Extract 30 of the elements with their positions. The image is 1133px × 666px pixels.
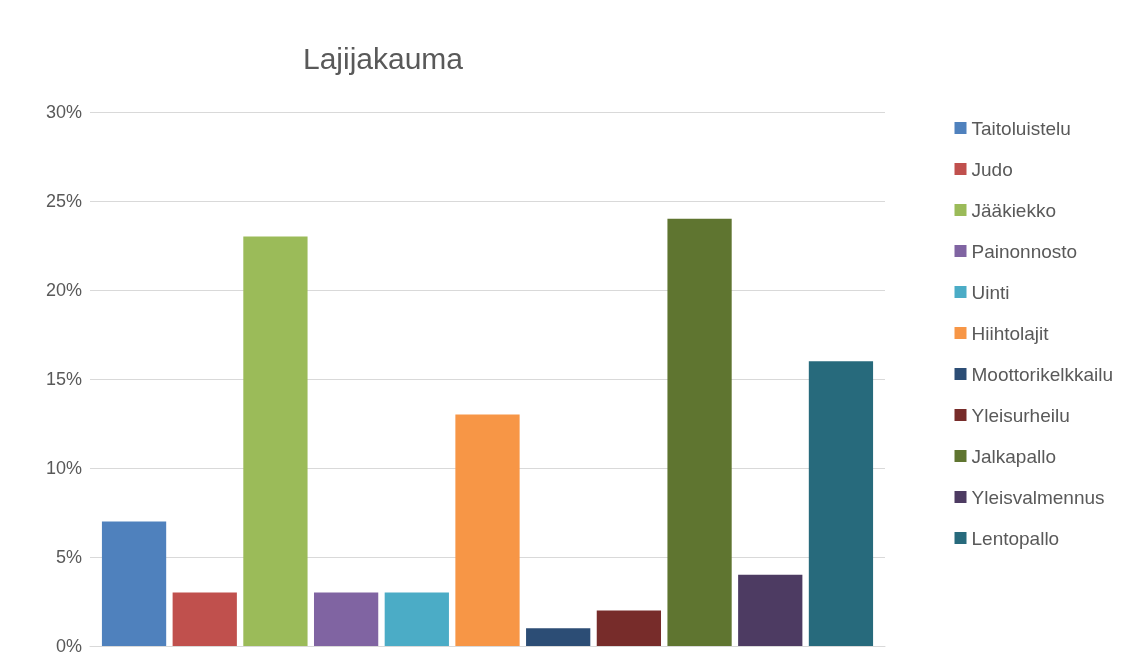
bar — [596, 610, 662, 646]
bar — [667, 218, 732, 646]
legend-label: Judo — [971, 158, 1013, 180]
y-tick-label: 10% — [45, 458, 82, 478]
y-tick-label: 30% — [45, 102, 82, 122]
legend-label: Hiihtolajit — [971, 322, 1050, 344]
bar — [455, 414, 520, 646]
y-tick-label: 20% — [45, 280, 82, 300]
y-tick-label: 15% — [45, 369, 82, 389]
bar — [313, 592, 379, 646]
bar — [808, 361, 874, 646]
legend-label: Taitoluistelu — [971, 117, 1071, 139]
legend-label: Yleisvalmennus — [971, 486, 1105, 508]
legend-label: Jalkapallo — [971, 445, 1056, 467]
legend-label: Moottorikelkkailu — [971, 363, 1113, 385]
legend-label: Lentopallo — [971, 527, 1060, 549]
bar — [738, 574, 803, 646]
y-tick-label: 0% — [55, 636, 82, 656]
bar — [101, 521, 167, 646]
bar — [384, 592, 449, 646]
legend-label: Jääkiekko — [971, 199, 1056, 221]
legend-label: Uinti — [971, 281, 1010, 303]
legend-label: Painonnosto — [971, 240, 1078, 262]
bar — [526, 628, 591, 646]
bar — [172, 592, 237, 646]
y-tick-label: 5% — [55, 547, 82, 567]
y-tick-label: 25% — [45, 191, 82, 211]
chart-title: Lajijakauma — [302, 41, 464, 75]
bar — [243, 236, 308, 646]
legend-label: Yleisurheilu — [971, 404, 1070, 426]
